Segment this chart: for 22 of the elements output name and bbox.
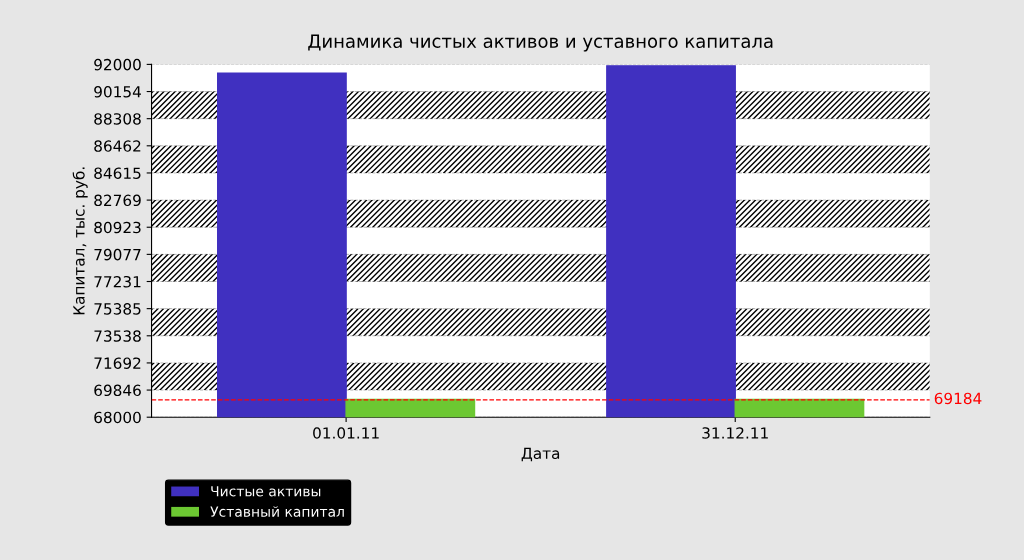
ref-line-label: 69184 — [934, 392, 982, 405]
y-tick-label: 88308 — [94, 113, 141, 125]
y-tick-label: 77231 — [94, 275, 141, 288]
y-tick-label: 86462 — [94, 140, 141, 152]
y-tick-label: 90154 — [94, 86, 141, 98]
y-tick-label: 84615 — [94, 167, 141, 179]
y-tick-label: 73538 — [94, 330, 141, 342]
y-tick-label: 71692 — [94, 357, 141, 369]
y-tick-label: 92000 — [94, 58, 141, 71]
y-tick-label: 75385 — [94, 303, 141, 315]
chart-title: Динамика чистых активов и уставного капитала — [308, 34, 773, 52]
y-tick-label: 79077 — [94, 248, 141, 261]
y-tick-label: 82769 — [94, 194, 141, 207]
x-tick-label: 31.12.11 — [702, 427, 768, 439]
y-tick-label: 80923 — [94, 221, 141, 234]
legend-label: Чистые активы — [211, 486, 321, 497]
x-tick-label: 01.01.11 — [313, 427, 379, 439]
legend-label: Уставный капитал — [210, 506, 344, 517]
x-axis-title: Дата — [521, 447, 560, 462]
y-tick-label: 68000 — [94, 411, 141, 424]
y-axis-title: Капитал, тыс. руб. — [72, 167, 88, 315]
y-tick-label: 69846 — [94, 384, 141, 397]
